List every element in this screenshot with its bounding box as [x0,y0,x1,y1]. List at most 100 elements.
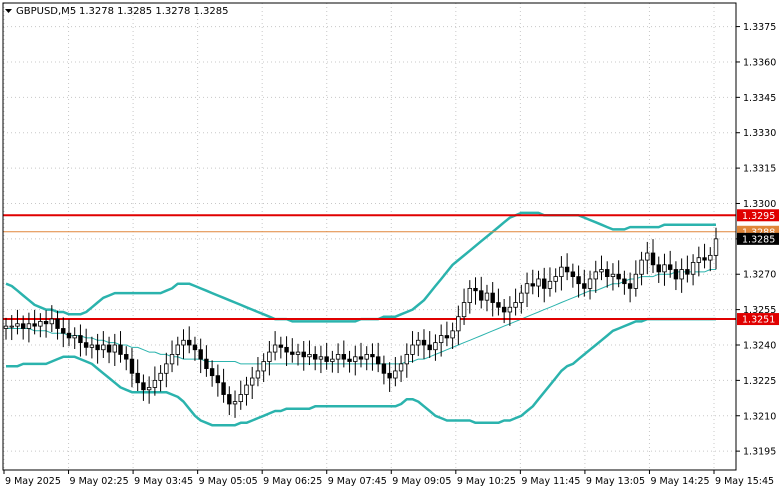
candle-body [690,262,696,275]
candle [61,317,66,348]
candle-body [192,344,198,351]
candle-body [479,290,484,301]
candle [456,305,461,345]
candle-body [318,356,324,360]
candle-body [358,356,364,360]
candle-body [307,354,312,358]
candle [393,357,398,387]
candle [524,272,530,308]
candle [404,343,410,378]
candle-body [141,382,146,391]
time-axis[interactable]: 9 May 2025 9 May 02:25 9 May 03:45 9 May 05… [3,470,774,487]
y-tick-label: 1.3240 [743,340,776,351]
candle [650,239,656,274]
candle-body [3,325,9,329]
candle [290,338,295,363]
horizontal-levels[interactable] [3,214,736,321]
candle [261,353,266,383]
candle-body [261,361,266,372]
candle [702,243,707,269]
candle-body [456,316,461,332]
candle-body [215,375,221,384]
candle [530,269,535,295]
candle [662,253,667,286]
current-price-badge-bg [737,232,779,245]
candle [513,288,518,316]
candle [593,260,598,293]
candle-body [639,259,644,275]
candle-body [112,344,117,353]
candle-body [290,351,295,355]
candle [192,336,198,361]
candle [20,315,26,340]
candle [318,345,324,374]
candle-body [335,354,341,360]
candle [490,282,495,317]
candle-body [490,292,495,303]
candle [152,366,158,396]
triangle-down-icon[interactable] [5,9,12,13]
candle-body [381,363,387,374]
x-tick-label: 9 May 14:25 [650,476,709,487]
candle [553,268,558,293]
candle [215,364,221,397]
candle [72,327,77,350]
candle-body [673,269,679,280]
candle [599,255,604,281]
y-tick-label: 1.3360 [743,57,776,68]
candle-body [146,387,152,391]
y-tick-label: 1.3225 [743,376,776,387]
candle [307,340,312,366]
candle-body [387,372,392,379]
candle [312,346,318,371]
candle-body [473,287,478,292]
candle-body [341,354,347,360]
candle [427,331,432,358]
candle-body [175,344,180,355]
candle-body [427,344,432,351]
ohlc-values: 1.3278 1.3285 1.3278 1.3285 [79,6,229,17]
candle [387,362,392,392]
candle [479,276,484,309]
candle [576,265,581,298]
candle [696,246,702,277]
price-badge: 1.3251 [737,313,779,326]
candle [444,321,450,347]
candle-body [410,344,415,355]
candle-body [244,384,249,395]
candle-body [501,306,507,313]
price-axis[interactable]: 1.33751.33601.33451.33301.33151.33001.32… [736,22,779,458]
y-tick-label: 1.3255 [743,305,776,316]
y-tick-label: 1.3270 [743,270,776,281]
candle-body [267,351,272,362]
candle-body [433,342,438,351]
candle [559,256,564,291]
candle [175,336,180,366]
candle [353,345,358,376]
candle [467,280,472,314]
candle [713,227,719,270]
candle-body [198,349,203,360]
candle [679,258,684,293]
candle [450,322,455,350]
candle-body [272,344,278,353]
candle-body [587,278,593,289]
candle [633,260,639,297]
candle-body [496,302,501,308]
candle [66,319,72,347]
candle [433,334,438,361]
candle-body [66,332,72,339]
candle-body [95,344,100,351]
candle [295,343,301,366]
candle [587,270,593,300]
candle-body [570,271,576,277]
candle-body [679,269,684,280]
candle [605,261,610,288]
candle [83,328,89,356]
candle-body [353,356,358,362]
candle [708,247,713,272]
candle [421,329,427,359]
candle-body [181,339,186,346]
candle-body [530,283,535,287]
